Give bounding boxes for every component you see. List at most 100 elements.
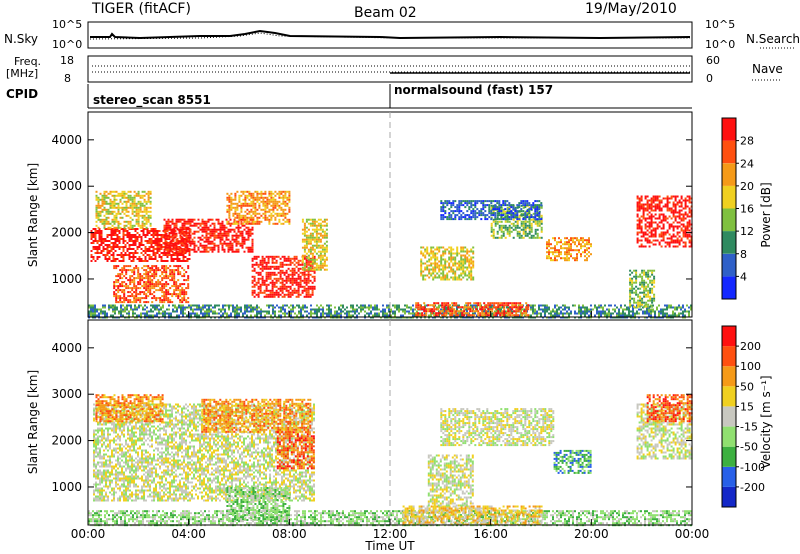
velocity-region-9 [553, 449, 592, 474]
power-data-marks [88, 190, 693, 319]
x-tick-label-3: 12:00 [373, 527, 408, 541]
velocity-ytick-label-1: 2000 [51, 434, 82, 448]
power-colorbar-tick-2: 12 [740, 225, 754, 238]
nsearch-tick-bottom: 10^0 [705, 38, 735, 51]
nsky-tick-top: 10^5 [52, 18, 82, 31]
power-region-1 [95, 190, 152, 229]
velocity-colorbar-swatch-6 [722, 366, 736, 387]
x-tick-label-1: 04:00 [171, 527, 206, 541]
velocity-colorbar-tick-5: -50 [740, 441, 758, 454]
x-axis-label: Time UT [364, 539, 415, 553]
power-colorbar-label: Power [dB] [759, 182, 773, 247]
x-tick-label-5: 20:00 [574, 527, 609, 541]
x-tick-label-0: 00:00 [71, 527, 106, 541]
x-tick-label-4: 16:00 [473, 527, 508, 541]
velocity-region-10 [636, 403, 693, 460]
nsky-tick-bottom: 10^0 [52, 38, 82, 51]
velocity-colorbar-swatch-4 [722, 406, 736, 427]
power-colorbar-tick-5: 24 [740, 157, 754, 170]
power-region-2 [163, 218, 254, 253]
cpid-label: CPID [6, 87, 38, 101]
velocity-colorbar-swatch-8 [722, 326, 736, 347]
x-tick-label-2: 08:00 [272, 527, 307, 541]
power-colorbar-tick-3: 16 [740, 203, 754, 216]
power-ylabel: Slant Range [km] [26, 163, 40, 267]
velocity-ytick-label-3: 4000 [51, 341, 82, 355]
power-colorbar-swatch-5 [722, 163, 736, 186]
radar-title: TIGER (fitACF) [91, 1, 191, 17]
power-colorbar-tick-0: 4 [740, 270, 747, 283]
freq-panel: Freq. [MHz] 18 8 60 0 Nave [6, 54, 783, 85]
power-y-ticks: 1000 2000 3000 4000 [51, 133, 692, 286]
nave-tick-bottom: 0 [706, 72, 713, 85]
velocity-colorbar-tick-6: -100 [740, 461, 765, 474]
velocity-colorbar-swatch-7 [722, 346, 736, 367]
cpid-row: CPID stereo_scan 8551 normalsound (fast)… [6, 83, 692, 109]
velocity-colorbar-tick-7: -200 [740, 481, 765, 494]
velocity-region-1 [95, 394, 164, 423]
velocity-region-11 [646, 394, 693, 423]
power-region-8 [415, 302, 530, 317]
power-region-11 [546, 237, 592, 262]
power-region-14 [629, 269, 656, 308]
velocity-ylabel: Slant Range [km] [26, 370, 40, 474]
velocity-colorbar-swatch-1 [722, 466, 736, 487]
velocity-y-ticks: 1000 2000 3000 4000 [51, 341, 692, 494]
velocity-colorbar: 200 100 50 15 -15 -50 -100 -200 [721, 325, 765, 508]
power-colorbar-swatch-1 [722, 253, 736, 277]
beam-title: Beam 02 [354, 5, 417, 21]
power-ytick-label-0: 1000 [51, 272, 82, 286]
power-colorbar-swatch-0 [722, 276, 736, 299]
velocity-colorbar-swatch-3 [722, 426, 736, 447]
date-title: 19/May/2010 [585, 1, 677, 17]
nsky-trace [90, 29, 691, 40]
velocity-region-7 [427, 454, 474, 507]
power-region-13 [636, 195, 693, 248]
power-region-5 [113, 265, 190, 304]
cpid-entry-2: normalsound (fast) 157 [394, 83, 553, 97]
power-ytick-label-2: 3000 [51, 179, 82, 193]
power-ytick-label-3: 4000 [51, 133, 82, 147]
velocity-region-6 [402, 505, 543, 526]
velocity-ytick-label-2: 3000 [51, 387, 82, 401]
nave-label: Nave [752, 62, 783, 76]
velocity-region-3 [276, 431, 315, 470]
power-region-6 [301, 218, 328, 271]
freq-tick-bottom: 8 [64, 72, 71, 85]
nsearch-label: N.Search [746, 32, 800, 46]
velocity-colorbar-tick-1: 100 [740, 360, 761, 373]
velocity-colorbar-swatch-2 [722, 446, 736, 467]
velocity-ytick-label-0: 1000 [51, 480, 82, 494]
velocity-colorbar-swatch-5 [722, 386, 736, 407]
x-tick-label-6: 00:00 [675, 527, 710, 541]
nsky-label: N.Sky [4, 32, 38, 46]
velocity-colorbar-tick-2: 50 [740, 380, 754, 393]
cpid-entry-1: stereo_scan 8551 [93, 93, 211, 108]
power-colorbar-swatch-6 [722, 140, 736, 164]
power-panel: 1000 2000 3000 4000 Slant Range [km] 4 8 12 16… [26, 111, 773, 319]
power-colorbar-tick-4: 20 [740, 180, 754, 193]
freq-tick-top: 18 [60, 54, 74, 67]
nsearch-tick-top: 10^5 [705, 18, 735, 31]
velocity-panel: 1000 2000 3000 4000 00:00 04:00 08:00 12:00 16:… [26, 311, 773, 553]
velocity-region-2 [201, 398, 312, 433]
power-colorbar-swatch-7 [722, 118, 736, 141]
power-colorbar-swatch-2 [722, 231, 736, 254]
velocity-colorbar-tick-3: 15 [740, 400, 754, 413]
power-colorbar: 4 8 12 16 20 24 28 [721, 117, 754, 300]
velocity-colorbar-tick-4: -15 [740, 421, 758, 434]
power-region-3 [226, 190, 291, 225]
nsky-panel: N.Sky 10^5 10^0 N.Search 10^5 10^0 [4, 18, 800, 51]
power-ytick-label-1: 2000 [51, 226, 82, 240]
velocity-colorbar-tick-0: 200 [740, 340, 761, 353]
power-colorbar-swatch-4 [722, 185, 736, 209]
power-colorbar-tick-1: 8 [740, 248, 747, 261]
freq-unit: [MHz] [6, 67, 38, 80]
nave-tick-top: 60 [706, 54, 720, 67]
power-region-12 [440, 200, 543, 221]
power-colorbar-tick-6: 28 [740, 135, 754, 148]
velocity-colorbar-swatch-0 [722, 486, 736, 507]
power-region-4 [251, 255, 316, 298]
power-region-9 [420, 246, 475, 281]
